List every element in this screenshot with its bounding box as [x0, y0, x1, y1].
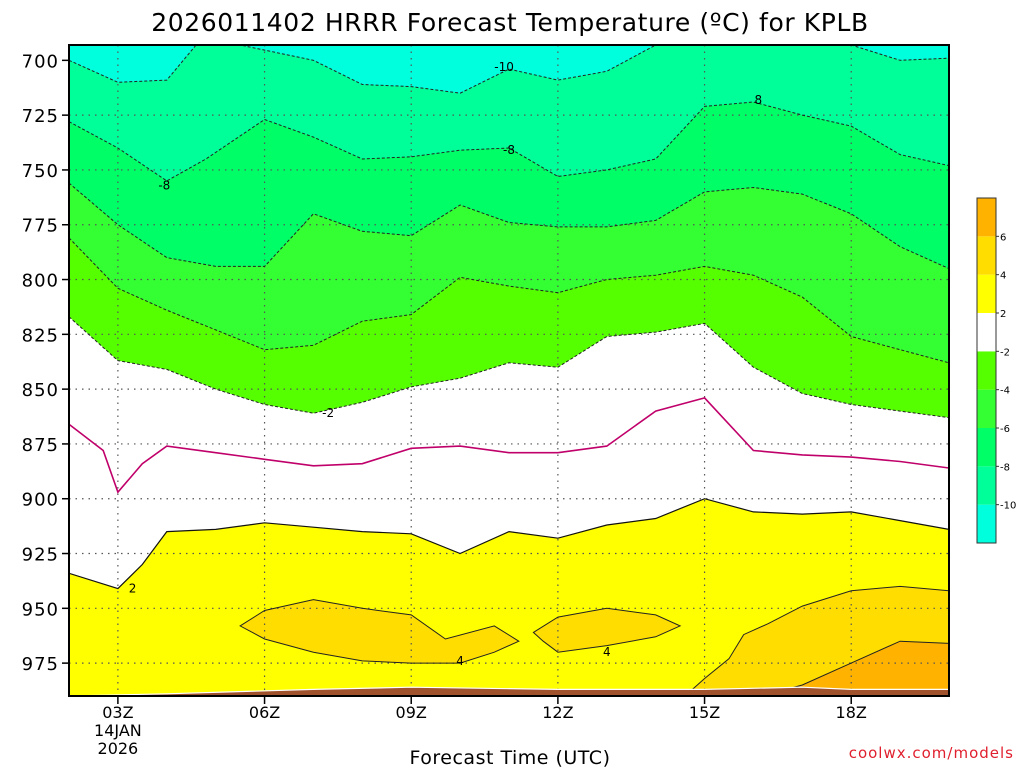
warm-pocket-line-3: [777, 640, 949, 693]
colorbar-label--10: -10: [1000, 501, 1016, 512]
colorbar-label-6: 6: [1000, 232, 1006, 243]
chart-title: 2026011402 HRRR Forecast Temperature (ºC…: [151, 8, 868, 37]
y-tick-label-775: 775: [22, 216, 59, 237]
colorbar-band--2: [977, 313, 996, 352]
warm-pocket-line-1: [532, 607, 682, 653]
y-tick-label-700: 700: [22, 51, 59, 72]
colorbar-band--10: [977, 466, 996, 505]
isotherm-contours: [69, 45, 949, 693]
x-axis-label: Forecast Time (UTC): [410, 747, 611, 768]
x-year-label: 2026: [98, 739, 139, 758]
temperature-fill-layer: [69, 45, 949, 696]
y-tick-label-725: 725: [22, 106, 59, 127]
y-tick-label-900: 900: [22, 490, 59, 511]
warm-pocket-fill-1: [533, 608, 681, 653]
x-tick-label-6: 06Z: [249, 703, 280, 722]
contour-label: 8: [755, 93, 763, 107]
y-tick-label-800: 800: [22, 271, 59, 292]
warm-pocket-line-2: [689, 585, 949, 692]
colorbar-band-4: [977, 236, 996, 275]
plot-frame: [68, 44, 950, 697]
isotherm-2: [69, 498, 949, 590]
x-tick-label-12: 12Z: [542, 703, 573, 722]
warm-pocket-fill-0: [240, 599, 519, 664]
colorbar-label--8: -8: [1000, 462, 1010, 473]
colorbar-frame: [976, 197, 997, 544]
x-tick-label-9: 09Z: [396, 703, 427, 722]
x-tick-label-18: 18Z: [836, 703, 867, 722]
contour-label: -8: [503, 143, 515, 157]
y-tick-label-950: 950: [22, 599, 59, 620]
colorbar-label--4: -4: [1000, 386, 1010, 397]
isotherm--2: [69, 316, 949, 419]
y-tick-label-850: 850: [22, 380, 59, 401]
pressure-axis: 700 725 750 775 800 825 850 875 900 925 950 975: [22, 51, 69, 675]
colorbar-legend: -10 -8 -6 -4 -2 2 4 6: [976, 197, 1016, 544]
terrain-edge: [69, 686, 949, 696]
contour-label: 2: [129, 582, 137, 596]
plot-area: -10 -8 -8 8 -2 2 4 4: [69, 45, 949, 696]
isotherm--6: [69, 182, 949, 270]
y-tick-label-975: 975: [22, 654, 59, 675]
colorbar-band-2: [977, 274, 996, 313]
y-tick-label-925: 925: [22, 545, 59, 566]
colorbar-band--6: [977, 389, 996, 428]
colorbar-label--2: -2: [1000, 347, 1010, 358]
contour-label: -2: [322, 406, 334, 420]
x-date-label: 14JAN: [94, 721, 142, 740]
colorbar-band-6: [977, 198, 996, 237]
isotherm--4: [69, 237, 949, 364]
y-tick-label-825: 825: [22, 325, 59, 346]
y-tick-label-875: 875: [22, 435, 59, 456]
colorbar-band--4: [977, 351, 996, 390]
band-fill-2: [69, 498, 949, 696]
contour-label: -10: [494, 60, 514, 74]
colorbar-band--12: [977, 504, 996, 543]
colorbar-label--6: -6: [1000, 424, 1010, 435]
colorbar-label-4: 4: [1000, 271, 1006, 282]
terrain-layer: [69, 686, 949, 696]
isotherm-0: [69, 397, 949, 494]
colorbar-band--8: [977, 428, 996, 467]
y-tick-label-750: 750: [22, 161, 59, 182]
contour-label: 4: [456, 654, 464, 668]
colorbar-label-2: 2: [1000, 309, 1006, 320]
isotherm--8: [69, 101, 949, 182]
x-tick-label-3: 03Z: [102, 703, 133, 722]
credit-text: coolwx.com/models: [849, 744, 1014, 762]
warm-pocket-fill-3: [777, 641, 949, 692]
contour-labels: -10 -8 -8 8 -2 2 4 4: [129, 60, 763, 668]
contour-label: -8: [158, 178, 170, 192]
warm-pocket-line-0: [239, 599, 520, 664]
gridlines: [69, 45, 949, 696]
contour-label: 4: [603, 645, 611, 659]
isotherm--10: [69, 45, 949, 94]
x-tick-label-15: 15Z: [689, 703, 720, 722]
